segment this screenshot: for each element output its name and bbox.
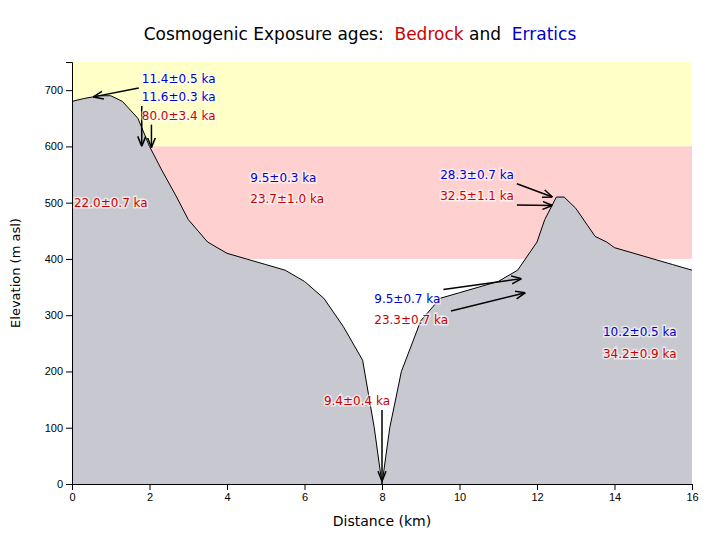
tick-label: 500 xyxy=(45,197,63,209)
tick: 12 xyxy=(531,484,543,503)
annotation-arrow xyxy=(517,184,553,197)
tick-label: 14 xyxy=(609,491,621,503)
tick: 14 xyxy=(609,484,621,503)
annotation: 80.0±3.4 ka xyxy=(142,109,216,123)
tick-label: 2 xyxy=(147,491,153,503)
terrain-outline xyxy=(72,96,692,484)
marks xyxy=(72,62,692,484)
tick-label: 4 xyxy=(224,491,230,503)
annotation-arrow xyxy=(517,204,553,206)
annotation: 23.7±1.0 ka xyxy=(250,192,324,206)
plot-area: 0 2 4 6 8 10 12 14 16 0 100 200 300 400 500 600 700 11.4±… xyxy=(45,62,699,503)
annotation: 32.5±1.1 ka xyxy=(440,189,514,203)
tick-label: 12 xyxy=(531,491,543,503)
tick-label: 700 xyxy=(45,84,63,96)
tick-mark xyxy=(382,484,383,490)
tick-mark xyxy=(615,484,616,490)
tick-label: 100 xyxy=(45,422,63,434)
annotation-arrow xyxy=(151,125,153,148)
tick: 700 xyxy=(45,84,72,96)
tick: 400 xyxy=(45,253,72,265)
tick: 100 xyxy=(45,422,72,434)
tick: 6 xyxy=(302,484,308,503)
title-part: Erratics xyxy=(512,24,577,44)
x-axis-title: Distance (km) xyxy=(333,513,431,529)
axis-domain xyxy=(66,63,73,485)
tick-mark xyxy=(66,259,72,260)
tick: 200 xyxy=(45,365,72,377)
tick-label: 6 xyxy=(302,491,308,503)
tick-label: 10 xyxy=(454,491,466,503)
tick-label: 16 xyxy=(686,491,698,503)
annotation: 28.3±0.7 ka xyxy=(440,168,514,182)
tick-mark xyxy=(66,315,72,316)
tick-mark xyxy=(460,484,461,490)
tick-mark xyxy=(66,146,72,147)
tick-mark xyxy=(66,371,72,372)
tick-label: 8 xyxy=(379,491,385,503)
tick-mark xyxy=(66,428,72,429)
tick-mark xyxy=(227,484,228,490)
y-axis-title: Elevation (m asl) xyxy=(8,218,23,328)
tick: 8 xyxy=(379,484,385,503)
tick-label: 200 xyxy=(45,365,63,377)
annotation-arrows xyxy=(93,88,552,481)
tick-mark xyxy=(66,90,72,91)
title-part: Bedrock xyxy=(394,24,463,44)
tick: 2 xyxy=(147,484,153,503)
annotation: 34.2±0.9 ka xyxy=(603,347,677,361)
annotation: 9.4±0.4 ka xyxy=(324,394,390,408)
annotation: 9.5±0.7 ka xyxy=(374,292,440,306)
chart-svg: 0 2 4 6 8 10 12 14 16 0 100 200 300 400 500 600 700 11.4±… xyxy=(0,0,720,540)
axis-domain xyxy=(73,485,693,491)
tick: 0 xyxy=(69,484,75,503)
tick: 600 xyxy=(45,140,72,152)
annotation: 9.5±0.3 ka xyxy=(250,171,316,185)
title-part: and xyxy=(464,24,512,44)
annotation: 11.6±0.3 ka xyxy=(142,90,216,104)
annotation: 23.3±0.7 ka xyxy=(374,313,448,327)
tick: 300 xyxy=(45,309,72,321)
title-part: Cosmogenic Exposure ages: xyxy=(144,24,395,44)
tick-mark xyxy=(305,484,306,490)
tick-mark xyxy=(66,484,72,485)
tick-mark xyxy=(537,484,538,490)
tick-label: 0 xyxy=(57,478,63,490)
annotation: 11.4±0.5 ka xyxy=(142,72,216,86)
tick-label: 300 xyxy=(45,309,63,321)
tick-label: 0 xyxy=(69,491,75,503)
elevation-band xyxy=(72,62,692,146)
annotation-arrow xyxy=(451,293,525,311)
tick-label: 400 xyxy=(45,253,63,265)
annotation-arrow xyxy=(381,410,383,481)
x-axis: 0 2 4 6 8 10 12 14 16 xyxy=(69,484,698,503)
tick-mark xyxy=(66,203,72,204)
tick: 500 xyxy=(45,197,72,209)
tick: 0 xyxy=(57,478,72,490)
annotation: 10.2±0.5 ka xyxy=(603,325,677,339)
annotation-arrow xyxy=(93,88,138,97)
annotation-arrow xyxy=(443,279,521,290)
terrain-area xyxy=(72,96,692,484)
annotations: 11.4±0.5 ka 11.6±0.3 ka 80.0±3.4 ka 22.0±0.… xyxy=(74,72,677,408)
annotation: 22.0±0.7 ka xyxy=(74,196,148,210)
tick-label: 600 xyxy=(45,140,63,152)
tick-mark xyxy=(692,484,693,490)
tick: 16 xyxy=(686,484,698,503)
title: Cosmogenic Exposure ages: Bedrock and Er… xyxy=(144,24,577,44)
tick: 10 xyxy=(454,484,466,503)
y-axis: 0 100 200 300 400 500 600 700 xyxy=(45,63,73,491)
tick: 4 xyxy=(224,484,230,503)
tick-mark xyxy=(150,484,151,490)
